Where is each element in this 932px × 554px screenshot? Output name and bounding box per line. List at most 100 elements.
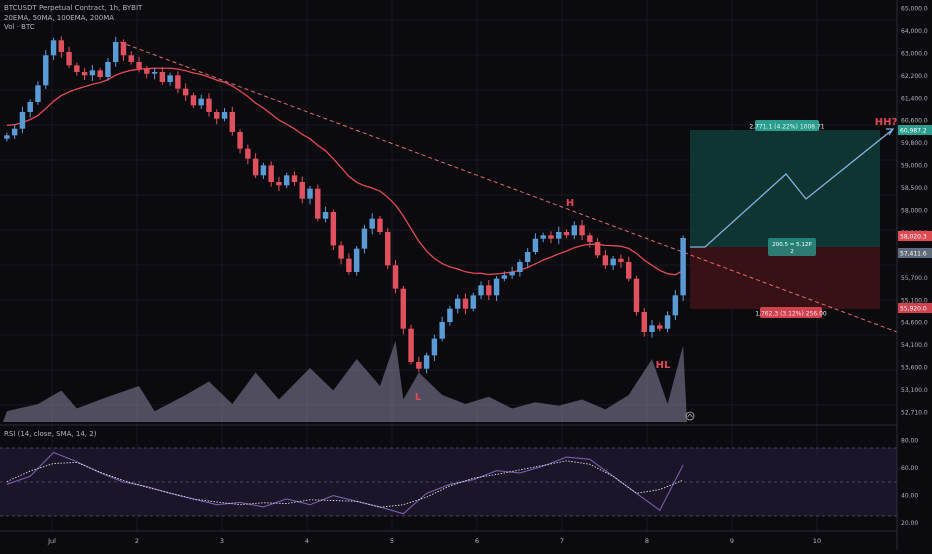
candle-53 (408, 324, 414, 365)
candle-54 (416, 356, 422, 373)
candle-16 (120, 39, 127, 61)
candle-42 (322, 206, 329, 223)
time-tick-label: 7 (560, 537, 564, 545)
candle-78 (602, 250, 609, 269)
candle-74 (571, 221, 578, 239)
candle-14 (105, 58, 111, 81)
candle-48 (369, 213, 375, 235)
candle-3 (19, 106, 26, 134)
entry-box: 200.5 = 5.12P 2 (768, 238, 816, 256)
price-tick-label: 53,100.0 (901, 387, 928, 394)
candle-44 (338, 241, 344, 265)
candle-19 (144, 66, 150, 79)
time-tick-label: 6 (475, 537, 479, 545)
stop-zone: 1,762.3 (3.12%) 256.00 (690, 247, 880, 318)
price-tick-label: 58,000.0 (901, 208, 928, 215)
rsi-axis: 80.00 60.00 40.00 20.00 (901, 438, 918, 528)
entry-stats-line1: 200.5 = 5.12P (772, 242, 812, 248)
candle-79 (610, 256, 616, 270)
time-tick-label: 8 (645, 537, 649, 545)
candle-43 (330, 209, 337, 250)
price-tick-label: 60,600.0 (901, 118, 928, 125)
candle-65 (501, 271, 508, 282)
ema-line (6, 67, 684, 276)
time-tick-label: Jul (47, 537, 56, 545)
price-tick-label: 61,400.0 (901, 95, 928, 102)
price-tick-label: 55,100.0 (901, 297, 928, 304)
price-tag-stop-text: 55,920.0 (900, 306, 927, 313)
candle-37 (283, 172, 290, 188)
candle-5 (35, 81, 41, 105)
price-tag-target-text: 60,987.2 (900, 128, 927, 135)
candle-45 (346, 253, 352, 275)
price-tick-label: 52,710.0 (901, 410, 928, 417)
price-tick-label: 63,000.0 (901, 50, 928, 57)
annotation-higher-low: HL (656, 360, 671, 371)
candle-50 (385, 228, 391, 269)
candle-55 (423, 352, 430, 374)
candle-39 (299, 176, 305, 204)
annotation-first-low: L (415, 392, 422, 403)
price-tag-target: 60,987.2 (898, 125, 932, 135)
candle-67 (517, 259, 523, 277)
rsi-band (0, 448, 897, 516)
candle-52 (400, 286, 407, 335)
candle-62 (478, 281, 484, 299)
price-tick-label: 65,000.0 (901, 6, 928, 13)
candle-11 (81, 68, 88, 80)
candle-64 (493, 276, 500, 301)
candle-2 (11, 124, 18, 139)
candle-57 (439, 316, 445, 342)
price-tag-entry-text: 57,411.6 (900, 251, 927, 258)
candle-59 (454, 294, 461, 314)
time-tick-label: 2 (135, 537, 139, 545)
last-candle-marker (685, 411, 695, 421)
price-axis: 65,000.0 64,000.0 63,000.0 62,200.0 61,400.0… (901, 6, 928, 417)
candle-26 (198, 94, 204, 109)
candle-20 (151, 68, 158, 80)
price-tick-label: 55,700.0 (901, 275, 928, 282)
candle-22 (167, 72, 173, 86)
candle-73 (563, 229, 570, 238)
rsi-tick-label: 80.00 (901, 438, 918, 445)
candle-29 (221, 108, 228, 122)
candle-82 (633, 276, 640, 316)
price-tick-label: 64,000.0 (901, 28, 928, 35)
price-tag-entry: 57,411.6 (898, 248, 932, 258)
rsi-pane (0, 447, 897, 517)
candle-18 (136, 56, 142, 73)
candle-4 (27, 99, 33, 118)
candle-34 (260, 162, 267, 179)
rsi-line (6, 451, 684, 515)
candle-9 (66, 46, 72, 68)
candle-25 (190, 92, 197, 108)
candle-63 (486, 280, 492, 300)
candle-12 (89, 65, 96, 81)
rsi-tick-label: 40.00 (901, 493, 918, 500)
candle-72 (556, 226, 562, 245)
candle-33 (252, 153, 259, 178)
candle-68 (524, 248, 531, 268)
candle-23 (175, 71, 181, 94)
price-axis-panel (897, 0, 932, 550)
candle-87 (672, 290, 679, 320)
candles (4, 36, 686, 374)
price-tick-label: 53,600.0 (901, 365, 928, 372)
annotation-top: H (566, 198, 574, 209)
target-stats-box (755, 120, 819, 131)
candle-49 (377, 216, 383, 235)
ma-legend: 20EMA, 50MA, 100EMA, 200MA (4, 14, 115, 22)
volume-legend: Vol · BTC (4, 23, 35, 31)
time-tick-label: 10 (813, 537, 821, 545)
price-tick-label: 54,600.0 (901, 320, 928, 327)
candle-81 (625, 256, 632, 282)
candle-6 (43, 50, 49, 89)
candle-88 (680, 235, 686, 301)
candle-10 (74, 62, 80, 76)
candle-77 (594, 238, 601, 258)
candle-38 (291, 171, 298, 186)
volume-area (3, 341, 687, 422)
candle-75 (579, 220, 585, 240)
